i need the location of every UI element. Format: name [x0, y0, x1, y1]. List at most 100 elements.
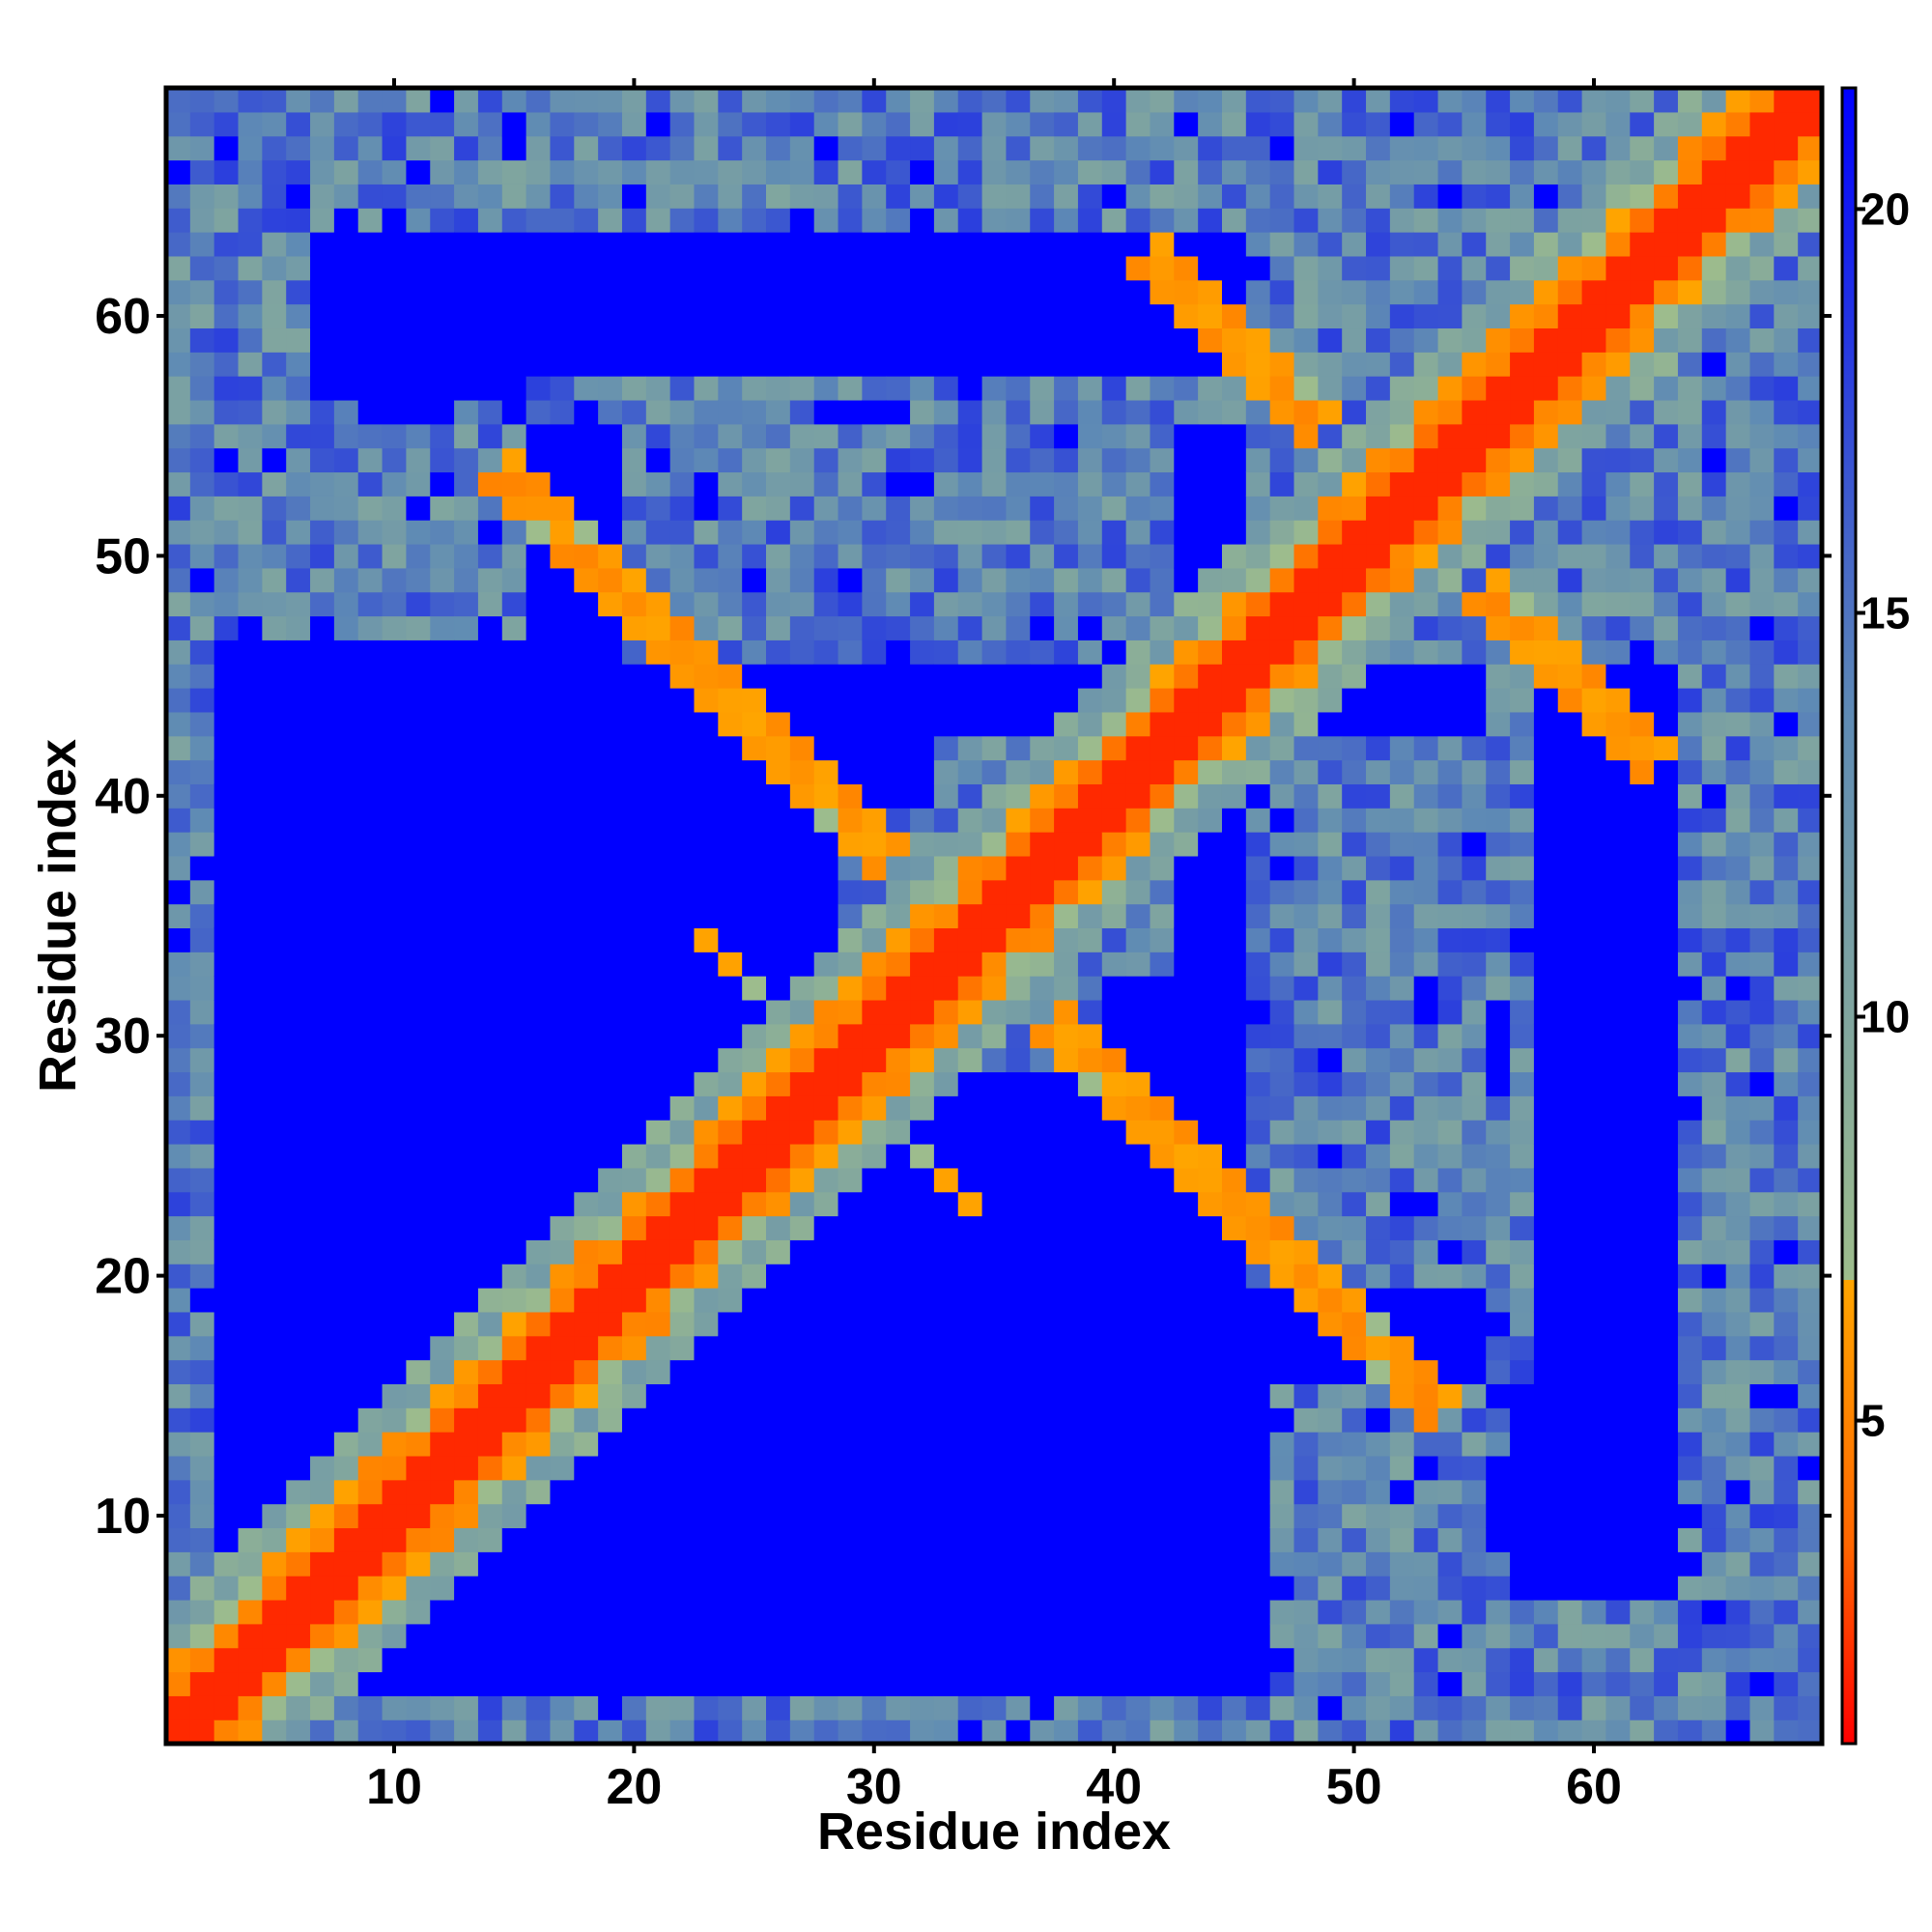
heatmap-cell	[1654, 1671, 1679, 1696]
heatmap-cell	[1342, 232, 1367, 257]
heatmap-cell	[766, 735, 791, 761]
heatmap-cell	[310, 1623, 335, 1649]
heatmap-cell	[550, 808, 575, 833]
heatmap-cell	[333, 1551, 359, 1577]
heatmap-cell	[213, 927, 240, 952]
heatmap-cell	[813, 208, 839, 233]
heatmap-cell	[1798, 976, 1823, 1001]
heatmap-cell	[1293, 1264, 1319, 1289]
heatmap-cell	[1701, 1143, 1727, 1169]
heatmap-cell	[1630, 759, 1655, 784]
heatmap-cell	[669, 399, 696, 425]
heatmap-cell	[981, 1599, 1008, 1625]
heatmap-cell	[981, 903, 1008, 929]
heatmap-cell	[1630, 783, 1655, 809]
heatmap-cell	[742, 352, 767, 377]
heatmap-cell	[1318, 1143, 1343, 1169]
heatmap-cell	[886, 591, 911, 617]
heatmap-cell	[1701, 688, 1727, 713]
heatmap-cell	[1077, 159, 1103, 185]
heatmap-cell	[1077, 1143, 1103, 1169]
heatmap-cell	[1293, 1311, 1319, 1337]
heatmap-cell	[1605, 711, 1631, 737]
heatmap-cell	[1198, 1359, 1223, 1384]
heatmap-cell	[862, 1311, 887, 1337]
heatmap-cell	[813, 1647, 839, 1673]
heatmap-cell	[1701, 184, 1727, 209]
heatmap-cell	[1101, 1120, 1127, 1145]
heatmap-cell	[910, 759, 935, 784]
heatmap-cell	[1077, 1167, 1103, 1193]
heatmap-cell	[838, 279, 863, 305]
heatmap-cell	[669, 639, 696, 665]
heatmap-cell	[1701, 208, 1727, 233]
heatmap-cell	[286, 903, 311, 929]
heatmap-cell	[1486, 184, 1511, 209]
heatmap-cell	[477, 1215, 503, 1240]
heatmap-cell	[1774, 1407, 1799, 1433]
heatmap-cell	[310, 1599, 335, 1625]
heatmap-cell	[1581, 759, 1607, 784]
heatmap-cell	[382, 184, 408, 209]
heatmap-cell	[1030, 88, 1055, 113]
y-tick-label: 50	[95, 528, 151, 584]
heatmap-cell	[1101, 159, 1127, 185]
heatmap-cell	[886, 879, 911, 905]
heatmap-cell	[1701, 543, 1727, 569]
heatmap-cell	[1701, 591, 1727, 617]
heatmap-cell	[1413, 664, 1439, 689]
heatmap-cell	[718, 279, 743, 305]
heatmap-cell	[1245, 208, 1271, 233]
heatmap-cell	[1654, 591, 1679, 617]
heatmap-cell	[238, 999, 263, 1025]
heatmap-cell	[1245, 1071, 1271, 1096]
heatmap-cell	[1774, 520, 1799, 545]
heatmap-cell	[957, 783, 983, 809]
heatmap-cell	[933, 1047, 959, 1073]
heatmap-cell	[718, 159, 743, 185]
heatmap-cell	[1701, 520, 1727, 545]
heatmap-cell	[526, 688, 552, 713]
heatmap-cell	[1077, 1551, 1103, 1577]
heatmap-cell	[1462, 520, 1487, 545]
heatmap-cell	[166, 1047, 191, 1073]
heatmap-cell	[645, 1191, 671, 1217]
heatmap-cell	[1366, 832, 1391, 857]
heatmap-cell	[1342, 855, 1367, 881]
heatmap-cell	[1774, 808, 1799, 833]
heatmap-cell	[406, 1311, 431, 1337]
heatmap-cell	[766, 232, 791, 257]
heatmap-cell	[526, 903, 552, 929]
heatmap-cell	[621, 111, 647, 137]
heatmap-cell	[766, 1407, 791, 1433]
heatmap-cell	[621, 1288, 647, 1313]
heatmap-cell	[1269, 832, 1295, 857]
heatmap-cell	[574, 1311, 599, 1337]
heatmap-cell	[189, 303, 215, 329]
heatmap-cell	[1677, 1047, 1703, 1073]
heatmap-cell	[1389, 615, 1415, 640]
heatmap-cell	[957, 208, 983, 233]
heatmap-cell	[669, 1143, 696, 1169]
heatmap-cell	[1677, 471, 1703, 497]
heatmap-cell	[477, 423, 503, 449]
heatmap-cell	[1006, 255, 1031, 281]
heatmap-cell	[406, 879, 431, 905]
heatmap-cell	[886, 639, 911, 665]
heatmap-cell	[550, 567, 575, 593]
heatmap-cell	[166, 543, 191, 569]
heatmap-cell	[238, 135, 263, 161]
heatmap-cell	[1462, 399, 1487, 425]
heatmap-cell	[1798, 327, 1823, 353]
heatmap-cell	[1437, 520, 1463, 545]
heatmap-cell	[1101, 711, 1127, 737]
heatmap-cell	[1462, 664, 1487, 689]
heatmap-cell	[382, 423, 408, 449]
heatmap-cell	[189, 1239, 215, 1264]
y-tick-label: 40	[95, 769, 151, 825]
heatmap-cell	[1654, 735, 1679, 761]
heatmap-cell	[621, 1455, 647, 1481]
heatmap-cell	[1342, 352, 1367, 377]
heatmap-cell	[669, 615, 696, 640]
heatmap-cell	[766, 1551, 791, 1577]
